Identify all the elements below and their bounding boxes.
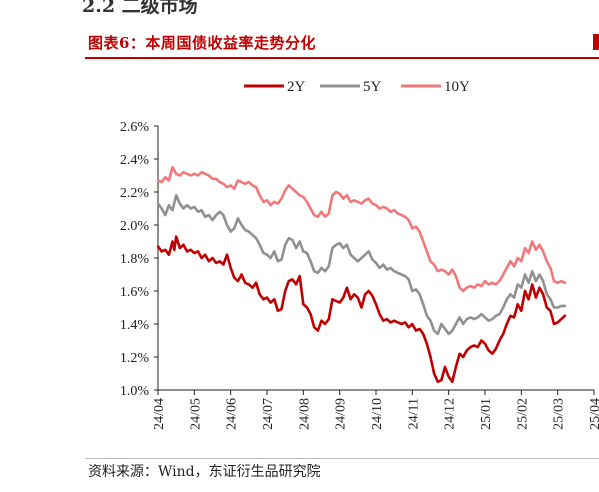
x-tick-label: 24/05 bbox=[188, 398, 203, 430]
x-tick-label: 25/03 bbox=[552, 398, 567, 430]
y-tick-label: 1.2% bbox=[120, 351, 150, 366]
x-tick-label: 24/11 bbox=[406, 398, 421, 429]
title-divider bbox=[85, 57, 599, 59]
y-tick-label: 1.0% bbox=[120, 384, 150, 399]
legend-label-10y: 10Y bbox=[444, 79, 470, 95]
x-tick-label: 25/02 bbox=[515, 398, 530, 430]
yield-line-chart: 1.0% 1.2% 1.4% 1.6% 1.8% 2.0% 2.2% 2.4% 2.6% 24/0… bbox=[120, 79, 599, 430]
figure-title: 图表6：本周国债收益率走势分化 bbox=[88, 34, 316, 52]
y-tick-label: 1.6% bbox=[120, 285, 150, 300]
source-divider bbox=[85, 458, 599, 459]
series-line-10y bbox=[156, 166, 567, 293]
x-tick-label: 25/04 bbox=[588, 398, 599, 430]
series-line-2y bbox=[156, 235, 567, 384]
source-note: 资料来源：Wind，东证衍生品研究院 bbox=[88, 464, 321, 480]
y-tick-label: 2.4% bbox=[120, 153, 150, 168]
x-tick-label: 24/12 bbox=[443, 398, 458, 430]
legend-label-2y: 2Y bbox=[287, 79, 306, 95]
x-tick-label: 24/09 bbox=[334, 398, 349, 430]
section-heading: 2.2 二级市场 bbox=[82, 0, 198, 17]
series-line-5y bbox=[156, 194, 567, 336]
edge-marker bbox=[593, 34, 599, 50]
y-tick-label: 2.6% bbox=[120, 120, 150, 135]
x-tick-label: 24/06 bbox=[225, 398, 240, 430]
x-tick-label: 25/01 bbox=[479, 398, 494, 430]
legend-label-5y: 5Y bbox=[363, 79, 382, 95]
x-tick-label: 24/08 bbox=[297, 398, 312, 430]
y-tick-label: 1.4% bbox=[120, 318, 150, 333]
x-tick-label: 24/07 bbox=[261, 398, 276, 430]
y-tick-label: 1.8% bbox=[120, 252, 150, 267]
x-tick-label: 24/04 bbox=[152, 398, 167, 430]
y-tick-label: 2.0% bbox=[120, 219, 150, 234]
y-tick-label: 2.2% bbox=[120, 186, 150, 201]
x-tick-label: 24/10 bbox=[370, 398, 385, 430]
